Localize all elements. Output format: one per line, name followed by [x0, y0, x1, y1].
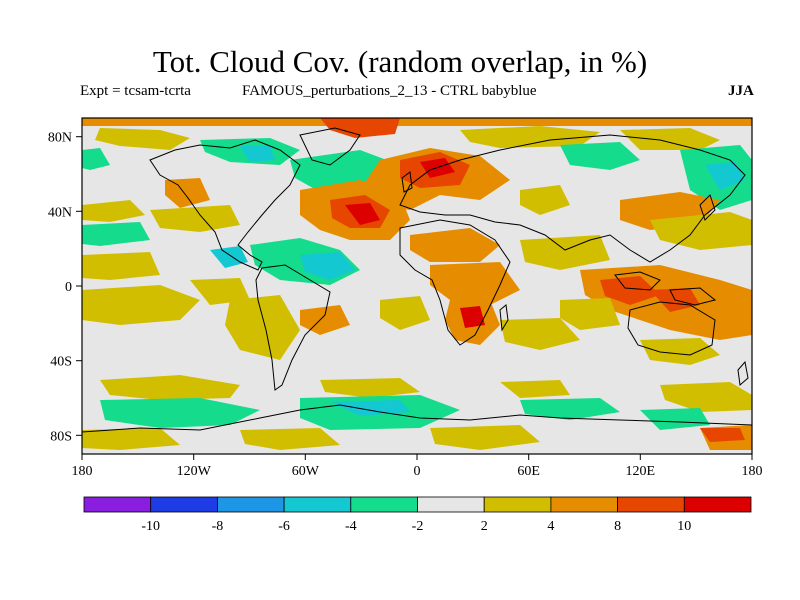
colorbar-label: 8 — [614, 519, 621, 534]
anomaly-patch — [190, 278, 250, 305]
lon-label-60e: 60E — [517, 464, 540, 479]
coastline-british-isles — [401, 171, 413, 193]
anomaly-patch — [320, 378, 420, 398]
anomaly-patch — [650, 212, 752, 250]
colorbar-swatch — [483, 496, 552, 513]
anomaly-patch — [165, 178, 210, 208]
anomaly-patch — [300, 252, 355, 280]
anomaly-patch — [100, 398, 260, 428]
colorbar-swatch — [417, 496, 485, 513]
lon-label-60w: 60W — [292, 464, 320, 479]
colorbar-swatch — [350, 496, 418, 513]
anomaly-patch — [82, 285, 200, 325]
anomaly-patch — [95, 128, 190, 150]
colorbar-label: -4 — [345, 519, 357, 534]
colorbar-swatch — [283, 496, 352, 513]
colorbar-label: 10 — [677, 519, 691, 534]
anomaly-patch — [500, 318, 580, 350]
lon-label-0: 0 — [414, 464, 421, 479]
anomaly-patch — [560, 142, 640, 170]
lon-label-180w: 180 — [72, 464, 93, 479]
map-title: Tot. Cloud Cov. (random overlap, in %) — [152, 44, 648, 79]
axis-ticks — [76, 136, 753, 460]
coastline-new-guinea — [669, 287, 717, 306]
longitude-labels: 180 120W 60W 0 60E 120E 180 — [72, 464, 763, 479]
anomaly-patch — [520, 398, 620, 420]
colorbar-label: -6 — [278, 519, 290, 534]
coastline-japan — [699, 194, 716, 221]
anomaly-patch — [705, 162, 745, 190]
lat-label-80n: 80N — [48, 131, 72, 146]
colorbar-swatch — [150, 496, 218, 513]
colorbar-label: 4 — [547, 519, 554, 534]
anomaly-patch — [700, 428, 745, 442]
lat-label-80s: 80S — [50, 429, 72, 444]
anomaly-patch — [460, 126, 600, 148]
latitude-labels: 80N 40N 0 40S 80S — [48, 131, 72, 445]
anomaly-patch — [520, 235, 610, 270]
coastline-africa — [399, 219, 511, 346]
anomaly-patch — [560, 298, 620, 330]
anomaly-patch — [430, 262, 520, 305]
anomaly-patch — [380, 296, 430, 330]
anomaly-patch — [345, 203, 380, 225]
anomaly-patch — [640, 408, 710, 430]
colorbar-swatch — [216, 496, 285, 513]
colorbar-label: -10 — [141, 519, 160, 534]
colorbar: -10 -8 -6 -4 -2 2 4 8 10 — [83, 496, 752, 534]
anomaly-patch — [600, 276, 660, 305]
anomaly-patch — [240, 146, 275, 162]
anomaly-patch — [500, 380, 570, 398]
anomaly-patch — [150, 205, 240, 232]
anomaly-patch — [330, 400, 410, 416]
coastline-north-america — [149, 139, 301, 271]
coastline-indonesia — [614, 271, 661, 291]
anomaly-patch — [460, 306, 485, 328]
anomaly-field — [82, 118, 752, 450]
lat-label-0: 0 — [65, 280, 72, 295]
anomaly-patch — [82, 252, 160, 280]
anomaly-patch — [210, 246, 248, 268]
season-label: JJA — [728, 83, 754, 99]
coastline-new-zealand — [737, 360, 749, 386]
lon-label-180e: 180 — [742, 464, 763, 479]
coastline-greenland — [299, 127, 361, 166]
colorbar-label: -8 — [212, 519, 224, 534]
lon-label-120e: 120E — [626, 464, 656, 479]
coastline-south-america — [255, 264, 331, 391]
anomaly-patch — [82, 222, 150, 246]
lat-label-40n: 40N — [48, 205, 72, 220]
coastline-eurasia — [399, 134, 746, 263]
anomaly-patch — [82, 118, 752, 126]
lat-label-40s: 40S — [50, 355, 72, 370]
lon-label-120w: 120W — [177, 464, 212, 479]
experiment-label: Expt = tcsam-tcrta — [80, 83, 191, 99]
anomaly-patch — [430, 425, 540, 450]
anomaly-patch — [640, 338, 720, 365]
anomaly-patch — [620, 128, 720, 150]
coastline-australia — [627, 301, 716, 356]
anomaly-patch — [320, 118, 400, 138]
anomaly-patch — [520, 185, 570, 215]
anomaly-patch — [410, 228, 500, 262]
colorbar-swatch — [617, 496, 685, 513]
anomaly-patch — [240, 428, 340, 450]
run-label: FAMOUS_perturbations_2_13 - CTRL babyblu… — [242, 83, 537, 99]
anomaly-patch — [660, 382, 752, 412]
anomaly-patch — [225, 295, 300, 360]
colorbar-label: 2 — [481, 519, 488, 534]
colorbar-label: -2 — [412, 519, 424, 534]
colorbar-swatch — [683, 496, 752, 513]
colorbar-swatch — [550, 496, 619, 513]
coastline-antarctica — [82, 404, 752, 433]
anomaly-patch — [82, 148, 110, 170]
anomaly-patch — [82, 428, 180, 450]
coastlines — [82, 127, 752, 433]
coastline-madagascar — [499, 304, 509, 332]
anomaly-patch — [100, 375, 240, 400]
colorbar-swatch — [83, 496, 152, 513]
anomaly-patch — [82, 200, 145, 222]
